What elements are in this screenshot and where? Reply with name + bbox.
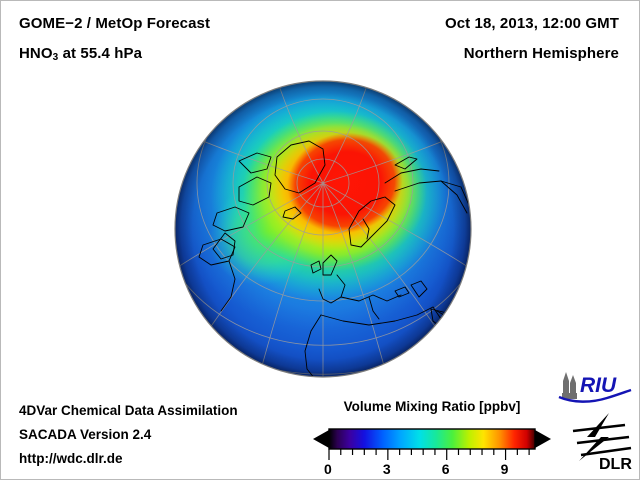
page-title: GOME−2 / MetOp Forecast [19, 15, 211, 32]
colorbar-frame [328, 428, 536, 450]
riu-logo: RIU [557, 369, 633, 408]
colorbar-ramp [329, 429, 535, 449]
globe-map [173, 79, 473, 379]
colorbar-high-cap [535, 430, 551, 448]
colorbar-scale [307, 418, 557, 479]
riu-wave-icon [558, 388, 632, 403]
globe-outline [174, 80, 472, 378]
dlr-logo: DLR [569, 411, 635, 478]
footer-line-assimilation: 4DVar Chemical Data Assimilation [19, 403, 238, 418]
colorbar-title: Volume Mixing Ratio [ppbv] [343, 399, 521, 414]
hemisphere-label: Northern Hemisphere [463, 45, 619, 62]
species-level-label: HNO3 at 55.4 hPa [19, 45, 142, 63]
colorbar-tick-label: 9 [500, 461, 509, 477]
footer-line-version: SACADA Version 2.4 [19, 427, 152, 442]
species-label-post: at 55.4 hPa [58, 45, 143, 62]
dlr-wordmark: DLR [599, 456, 632, 473]
species-label-subscript: 3 [52, 52, 59, 63]
riu-wordmark: RIU [580, 374, 617, 397]
dlr-mark-icon [572, 413, 632, 461]
colorbar-tick-label: 0 [324, 461, 332, 477]
valid-time-label: Oct 18, 2013, 12:00 GMT [444, 15, 619, 32]
colorbar: Volume Mixing Ratio [ppbv] 0 3 6 9 [307, 399, 557, 477]
colorbar-tick-label: 6 [441, 461, 450, 477]
species-label-pre: HNO [19, 45, 53, 62]
footer-line-url: http://wdc.dlr.de [19, 451, 123, 466]
colorbar-ticks [328, 449, 530, 460]
colorbar-low-cap [313, 430, 329, 448]
riu-cathedral-icon [562, 372, 577, 399]
globe-limb-shading [175, 81, 471, 377]
colorbar-tick-label: 3 [382, 461, 391, 477]
